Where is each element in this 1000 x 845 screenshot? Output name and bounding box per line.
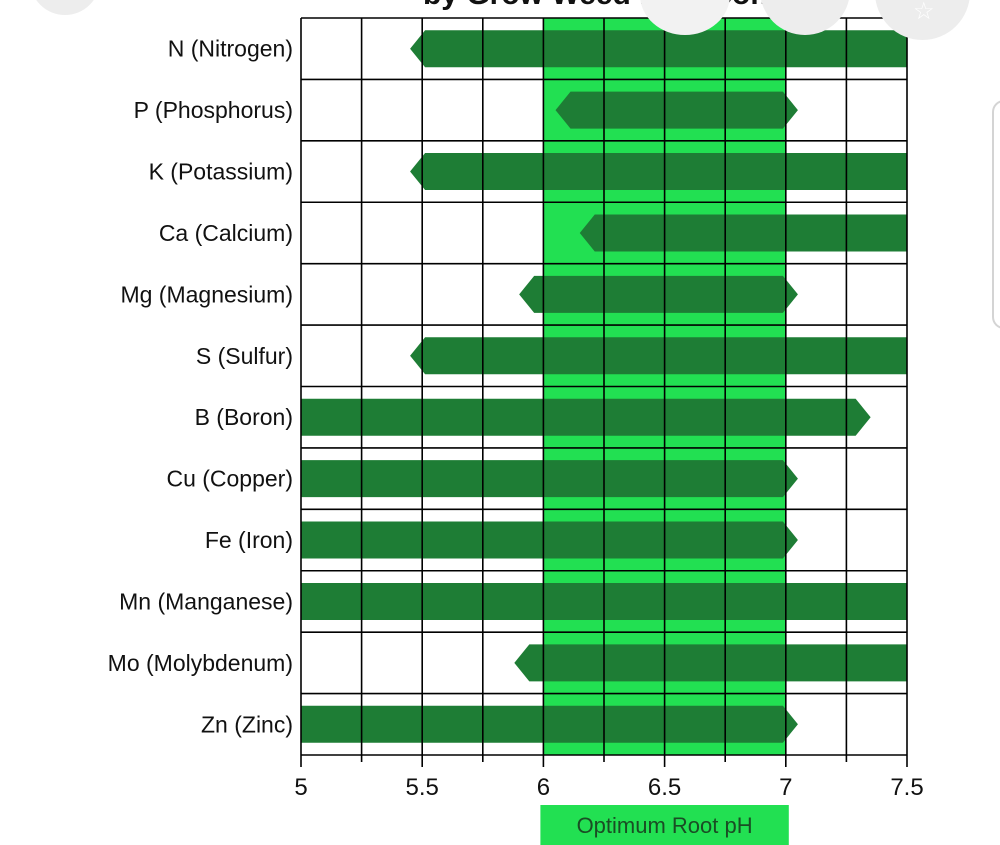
category-label: Zn (Zinc) [201,711,293,737]
side-panel-tab[interactable] [992,100,1000,329]
category-label: N (Nitrogen) [168,36,293,62]
nutrient-range-bar [301,398,871,436]
nutrient-range-bar [579,214,907,252]
x-tick-label: 7 [779,774,792,801]
nutrient-range-bar [555,91,798,129]
x-tick-label: 6 [537,774,550,801]
category-label: Cu (Copper) [166,466,293,492]
chart-header-fragment: by Grow Weed Easy.com [423,0,777,11]
x-tick-label: 6.5 [648,774,681,801]
category-label: Ca (Calcium) [159,220,293,246]
star-icon: ☆ [913,0,935,25]
x-tick-label: 5.5 [406,774,439,801]
nutrient-range-bar [301,705,798,743]
nutrient-range-bar [514,644,907,682]
optimum-root-ph-label-box [540,805,789,845]
category-label: Mo (Molybdenum) [108,650,293,676]
optimum-root-ph-label: Optimum Root pH [577,813,753,838]
nutrient-range-bar [410,30,907,68]
nutrient-range-bar [301,460,798,498]
category-label: B (Boron) [195,404,293,430]
nutrient-range-bar [519,275,798,313]
nutrient-range-bar [410,153,907,191]
x-tick-label: 5 [294,774,307,801]
nutrient-range-bar [301,521,798,559]
star-overlay-button[interactable]: ☆ [875,0,970,40]
category-label: K (Potassium) [149,159,293,185]
category-label: S (Sulfur) [196,343,293,369]
nutrient-range-bar [410,337,907,375]
category-label: P (Phosphorus) [134,97,293,123]
x-tick-label: 7.5 [890,774,923,801]
category-label: Mn (Manganese) [119,588,293,614]
category-label: Fe (Iron) [205,527,293,553]
category-label: Mg (Magnesium) [120,281,293,307]
